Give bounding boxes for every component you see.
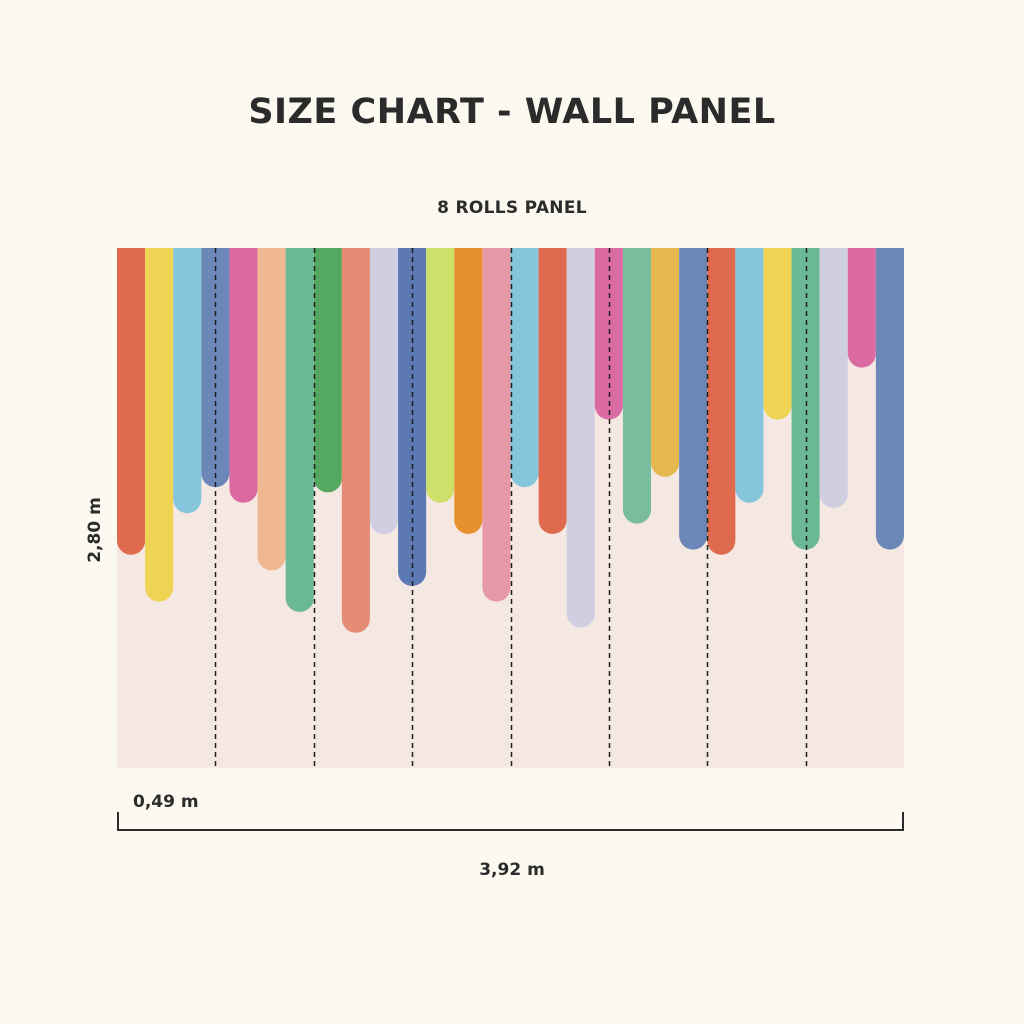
stripe-13 — [454, 248, 483, 534]
stripe-25 — [791, 248, 820, 550]
stripe-11 — [398, 248, 427, 586]
height-dimension-label: 2,80 m — [85, 497, 105, 563]
stripe-20 — [651, 248, 680, 477]
stripe-16 — [538, 248, 567, 534]
width-dimension-line — [117, 812, 904, 831]
stripe-24 — [763, 248, 792, 420]
wall-panel-graphic — [117, 248, 904, 768]
stripe-15 — [510, 248, 539, 488]
stripe-6 — [257, 248, 286, 571]
stripe-14 — [482, 248, 511, 602]
stripe-17 — [566, 248, 595, 628]
stripe-9 — [341, 248, 370, 633]
roll-width-label: 0,49 m — [133, 792, 199, 812]
stripe-12 — [426, 248, 455, 503]
panel-subtitle: 8 ROLLS PANEL — [437, 198, 587, 218]
wall-panel-preview — [117, 248, 904, 768]
stripe-27 — [847, 248, 876, 368]
stripe-5 — [229, 248, 258, 503]
stripe-22 — [707, 248, 736, 555]
stripe-1 — [117, 248, 146, 555]
stripe-26 — [819, 248, 848, 508]
total-width-label: 3,92 m — [479, 860, 545, 880]
stripe-group — [117, 248, 904, 633]
stripe-10 — [369, 248, 399, 534]
stripe-8 — [313, 248, 342, 493]
stripe-21 — [679, 248, 708, 550]
roll-divider-group — [214, 248, 808, 768]
stripe-3 — [173, 248, 202, 514]
stripe-7 — [285, 248, 314, 612]
stripe-19 — [622, 248, 652, 524]
stripe-28 — [875, 248, 904, 550]
page-title: SIZE CHART - WALL PANEL — [248, 92, 776, 132]
stripe-2 — [145, 248, 174, 602]
stripe-23 — [735, 248, 764, 503]
